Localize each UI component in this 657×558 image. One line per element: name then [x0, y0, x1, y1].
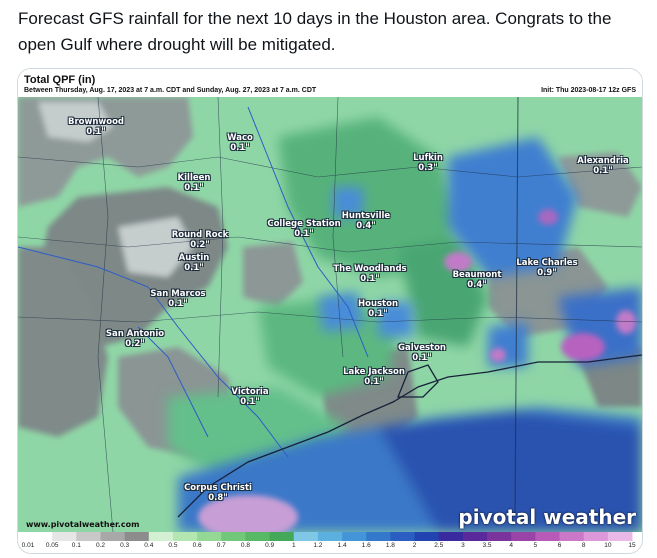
rainfall-map [18, 97, 642, 532]
city-label-brownwood: Brownwood 0.1" [67, 117, 125, 137]
legend-label: 0.4 [144, 542, 154, 549]
legend-swatch [511, 532, 536, 541]
city-label-lake-charles: Lake Charles 0.9" [516, 258, 578, 278]
legend-label: 0.8 [240, 542, 250, 549]
legend-label: 0.2 [95, 542, 105, 549]
legend-swatch [245, 532, 271, 541]
legend-swatch [390, 532, 416, 541]
legend-label: 3 [461, 542, 465, 549]
legend-swatch [293, 532, 319, 541]
legend-swatch [414, 532, 440, 541]
legend-swatch [607, 532, 633, 541]
legend-swatch [221, 532, 246, 541]
legend-swatch [28, 532, 53, 541]
coastline [177, 354, 642, 518]
boundaries [18, 97, 642, 532]
legend-label: 0.5 [168, 542, 178, 549]
legend-label: 4 [509, 542, 513, 549]
site-url: www.pivotalweather.com [26, 520, 140, 529]
legend-swatch [583, 532, 609, 541]
legend-label: 1.8 [385, 542, 395, 549]
map-init-time: Init: Thu 2023-08-17 12z GFS [541, 87, 636, 94]
legend-swatch [462, 532, 488, 541]
legend-labels: 0.01 0.05 0.1 0.2 0.3 0.4 0.5 0.6 0.7 0.8 0.9 1 1.2 1… [18, 541, 642, 553]
legend-swatch [52, 532, 77, 541]
city-label-round-rock: Round Rock 0.2" [171, 230, 229, 250]
legend-swatch [438, 532, 464, 541]
legend-label: 8 [581, 542, 586, 549]
legend-swatch [535, 532, 561, 541]
legend-swatch [487, 532, 512, 541]
legend-label: 0.3 [120, 542, 130, 549]
legend-label: 1.4 [337, 542, 347, 549]
legend-label: 10 [604, 542, 612, 549]
city-label-galveston: Galveston 0.1" [398, 343, 446, 363]
legend-swatch [366, 532, 391, 541]
legend-label: 0.6 [192, 542, 202, 549]
city-label-victoria: Victoria 0.1" [231, 387, 269, 407]
city-label-beaumont: Beaumont 0.4" [452, 270, 502, 290]
map-title: Total QPF (in) [24, 74, 96, 86]
legend-label: 6 [557, 542, 562, 549]
city-label-the-woodlands: The Woodlands 0.1" [333, 264, 407, 284]
city-label-killeen: Killeen 0.1" [177, 173, 211, 193]
map-card[interactable]: Total QPF (in) Between Thursday, Aug. 17… [17, 68, 643, 554]
city-label-corpus-christi: Corpus Christi 0.8" [184, 483, 252, 503]
legend-label: 0.05 [45, 542, 59, 549]
map-date-range: Between Thursday, Aug. 17, 2023 at 7 a.m… [24, 87, 317, 94]
legend-swatch [342, 532, 367, 541]
legend-label: 3.5 [482, 542, 492, 549]
pivotal-weather-logo: pivotal weather [458, 505, 636, 529]
city-label-lufkin: Lufkin 0.3" [413, 153, 443, 173]
legend-label: 0.9 [265, 542, 275, 549]
city-label-houston: Houston 0.1" [357, 299, 399, 319]
legend-swatch [100, 532, 126, 541]
city-label-lake-jackson: Lake Jackson 0.1" [343, 367, 405, 387]
legend-swatch [172, 532, 198, 541]
legend-label: 2.5 [434, 542, 444, 549]
legend-swatch [269, 532, 295, 541]
city-label-san-marcos: San Marcos 0.1" [150, 289, 206, 309]
moist-regions [168, 117, 488, 477]
dry-regions [18, 97, 642, 457]
legend-swatch [148, 532, 174, 541]
legend-label: 5 [533, 542, 538, 549]
legend-swatch [317, 532, 343, 541]
legend-swatch [559, 532, 585, 541]
legend-swatch [76, 532, 101, 541]
legend-colorbar [28, 532, 633, 541]
legend-label: 2 [412, 542, 417, 549]
legend-label: 1.6 [361, 542, 371, 549]
legend-label: 1 [291, 542, 296, 549]
legend-label: 0.01 [21, 542, 35, 549]
map-header: Total QPF (in) Between Thursday, Aug. 17… [18, 69, 642, 97]
tweet-text: Forecast GFS rainfall for the next 10 da… [18, 9, 612, 54]
legend-label: 15 [628, 542, 636, 549]
legend-swatch [197, 532, 222, 541]
city-label-san-antonio: San Antonio 0.2" [105, 329, 165, 349]
city-label-austin: Austin 0.1" [178, 253, 210, 273]
legend-label: 0.7 [216, 542, 226, 549]
rivers [18, 106, 369, 458]
legend-swatch [124, 532, 150, 541]
city-label-college-station: College Station 0.1" [267, 219, 341, 239]
legend-label: 1.2 [313, 542, 323, 549]
city-label-waco: Waco 0.1" [227, 133, 253, 153]
gulf-rainfall [178, 137, 642, 532]
heavy-rain-spots [198, 209, 636, 532]
city-label-huntsville: Huntsville 0.4" [341, 211, 391, 231]
city-label-alexandria: Alexandria 0.1" [577, 156, 629, 176]
legend-label: 0.1 [71, 542, 81, 549]
